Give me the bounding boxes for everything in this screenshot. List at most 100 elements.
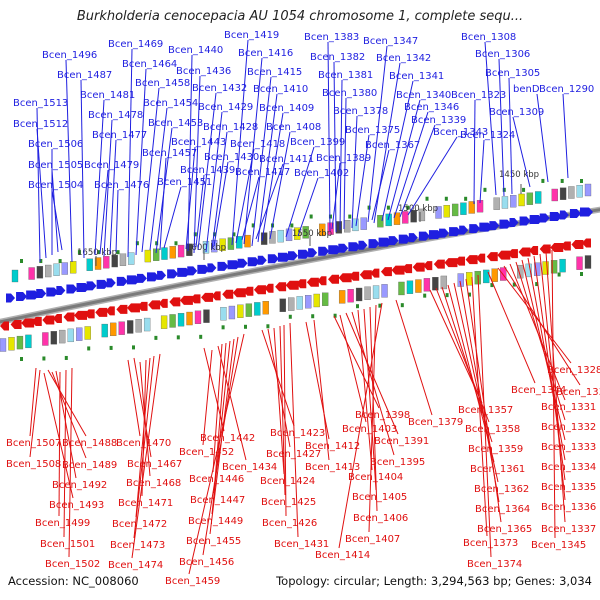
gene-label[interactable]: Bcen_1474 (108, 560, 163, 571)
gene-label[interactable]: Bcen_1439 (180, 165, 235, 176)
gene-label[interactable]: Bcen_1347 (363, 36, 418, 47)
gene-label[interactable]: Bcen_1501 (40, 539, 95, 550)
gene-label[interactable]: Bcen_1374 (467, 559, 522, 570)
gene-arrow[interactable] (146, 272, 159, 282)
gene-label[interactable]: Bcen_1378 (333, 106, 388, 117)
gene-arrow[interactable] (217, 261, 229, 271)
gene-arrow[interactable] (63, 312, 75, 322)
gene-arrow[interactable] (349, 271, 360, 281)
gene-label[interactable]: Bcen_1391 (374, 436, 429, 447)
gene-arrow[interactable] (486, 252, 498, 262)
gene-arrow[interactable] (444, 258, 458, 268)
gene-label[interactable]: Bcen_1425 (261, 497, 316, 508)
gene-arrow[interactable] (26, 290, 40, 300)
gene-label[interactable]: Bcen_1502 (45, 559, 100, 570)
gene-label[interactable]: Bcen_1380 (322, 88, 377, 99)
gene-arrow[interactable] (84, 309, 95, 319)
gene-arrow[interactable] (348, 242, 361, 252)
gene-label[interactable]: Bcen_1405 (352, 492, 407, 503)
gene-arrow[interactable] (391, 265, 405, 275)
gene-arrow[interactable] (201, 292, 214, 302)
gene-label[interactable]: Bcen_1324 (460, 130, 515, 141)
gene-label[interactable]: Bcen_1411 (259, 154, 314, 165)
gene-label[interactable]: Bcen_1381 (318, 70, 373, 81)
gene-arrow[interactable] (308, 248, 318, 258)
gene-arrow[interactable] (105, 306, 115, 316)
gene-label[interactable]: Bcen_1410 (253, 84, 308, 95)
gene-arrow[interactable] (489, 221, 500, 231)
gene-arrow[interactable] (455, 256, 466, 266)
gene-label[interactable]: Bcen_1342 (376, 53, 431, 64)
gene-label[interactable]: Bcen_1412 (305, 441, 360, 452)
gene-label[interactable]: Bcen_1345 (531, 540, 586, 551)
gene-arrow[interactable] (428, 230, 442, 240)
gene-arrow[interactable] (412, 262, 425, 272)
gene-label[interactable]: Bcen_1415 (247, 67, 302, 78)
gene-label[interactable]: Bcen_1416 (238, 48, 293, 59)
gene-arrow[interactable] (560, 241, 571, 251)
gene-arrow[interactable] (529, 246, 539, 256)
gene-arrow[interactable] (569, 209, 581, 219)
gene-label[interactable]: Bcen_1455 (186, 536, 241, 547)
gene-arrow[interactable] (368, 239, 380, 249)
gene-label[interactable]: Bcen_1336 (541, 502, 596, 513)
gene-label[interactable]: Bcen_1402 (294, 168, 349, 179)
gene-label[interactable]: Bcen_1431 (274, 539, 329, 550)
gene-arrow[interactable] (497, 250, 511, 260)
gene-label[interactable]: Bcen_1417 (235, 167, 290, 178)
gene-arrow[interactable] (116, 276, 128, 286)
gene-arrow[interactable] (549, 212, 562, 222)
gene-label[interactable]: Bcen_1306 (475, 49, 530, 60)
gene-label[interactable]: Bcen_1361 (470, 464, 525, 475)
gene-label[interactable]: Bcen_1424 (260, 476, 315, 487)
gene-label[interactable]: Bcen_1443 (171, 137, 226, 148)
gene-label[interactable]: Bcen_1399 (290, 137, 345, 148)
gene-label[interactable]: Bcen_1341 (389, 71, 444, 82)
gene-label[interactable]: Bcen_1487 (57, 70, 112, 81)
gene-arrow[interactable] (66, 284, 78, 294)
gene-label[interactable]: Bcen_1493 (49, 500, 104, 511)
gene-label[interactable]: Bcen_1364 (475, 504, 530, 515)
gene-label[interactable]: Bcen_1442 (200, 433, 255, 444)
gene-arrow[interactable] (580, 207, 593, 217)
gene-arrow[interactable] (52, 313, 62, 323)
gene-label[interactable]: Bcen_1340 (396, 90, 451, 101)
gene-arrow[interactable] (187, 266, 198, 276)
gene-arrow[interactable] (137, 301, 148, 311)
gene-label[interactable]: Bcen_1339 (411, 115, 466, 126)
gene-arrow[interactable] (158, 298, 168, 308)
gene-arrow[interactable] (449, 227, 462, 237)
gene-arrow[interactable] (232, 288, 246, 298)
gene-label[interactable]: Bcen_1323 (451, 90, 506, 101)
gene-arrow[interactable] (539, 244, 551, 254)
gene-label[interactable]: Bcen_1419 (224, 30, 279, 41)
gene-label[interactable]: Bcen_1367 (365, 140, 420, 151)
gene-arrow[interactable] (328, 245, 342, 255)
gene-arrow[interactable] (267, 254, 279, 264)
gene-label[interactable]: Bcen_1451 (157, 177, 212, 188)
gene-arrow[interactable] (499, 219, 512, 229)
gene-label[interactable]: Bcen_1436 (176, 66, 231, 77)
gene-arrow[interactable] (318, 246, 330, 256)
gene-arrow[interactable] (359, 270, 372, 280)
gene-label[interactable]: Bcen_1346 (404, 102, 459, 113)
gene-arrow[interactable] (317, 276, 327, 286)
gene-arrow[interactable] (167, 269, 179, 279)
gene-label[interactable]: Bcen_1512 (13, 119, 68, 130)
gene-label[interactable]: Bcen_1496 (42, 50, 97, 61)
gene-arrow[interactable] (222, 289, 234, 299)
gene-label[interactable]: Bcen_1453 (148, 118, 203, 129)
gene-arrow[interactable] (328, 274, 340, 284)
gene-label[interactable]: Bcen_1447 (190, 495, 245, 506)
gene-arrow[interactable] (338, 273, 352, 283)
gene-arrow[interactable] (378, 237, 392, 247)
gene-arrow[interactable] (507, 249, 518, 259)
gene-arrow[interactable] (247, 257, 260, 267)
gene-arrow[interactable] (519, 216, 531, 226)
gene-arrow[interactable] (550, 243, 564, 253)
gene-label[interactable]: Bcen_1499 (35, 518, 90, 529)
gene-label[interactable]: Bcen_1308 (461, 32, 516, 43)
gene-label[interactable]: Bcen_1408 (266, 122, 321, 133)
gene-arrow[interactable] (296, 279, 307, 289)
gene-arrow[interactable] (74, 310, 88, 320)
